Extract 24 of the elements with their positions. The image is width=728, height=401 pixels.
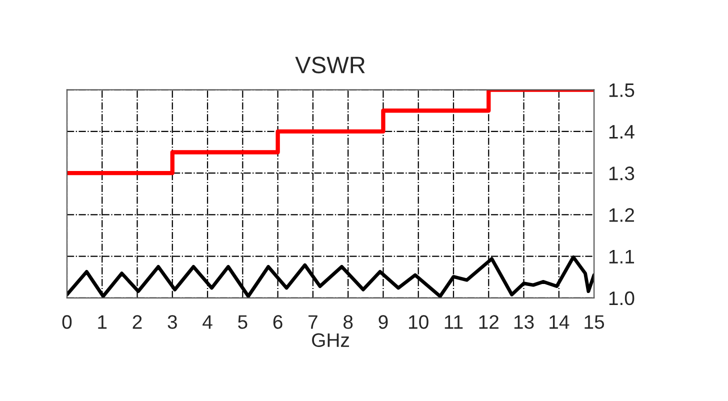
x-tick-label: 12 xyxy=(479,315,498,329)
x-tick-label: 5 xyxy=(238,315,248,329)
y-tick-label: 1.1 xyxy=(609,250,634,264)
x-tick-label: 13 xyxy=(514,315,534,329)
x-tick-label: 10 xyxy=(409,315,428,329)
x-tick-label: 0 xyxy=(62,315,72,329)
x-tick-label: 6 xyxy=(273,315,282,329)
x-tick-label: 7 xyxy=(308,315,318,329)
x-tick-label: 4 xyxy=(202,315,212,329)
x-tick-label: 1 xyxy=(98,315,107,329)
y-tick-label: 1.4 xyxy=(609,125,634,138)
x-tick-label: 3 xyxy=(168,315,177,329)
x-tick-label: 15 xyxy=(584,315,604,329)
x-tick-label: 2 xyxy=(132,315,142,329)
y-tick-label: 1.0 xyxy=(609,291,634,306)
x-axis-title: GHz xyxy=(312,333,349,348)
x-tick-label: 11 xyxy=(444,315,463,329)
y-tick-label: 1.3 xyxy=(609,166,634,180)
y-tick-label: 1.5 xyxy=(609,83,634,98)
x-tick-label: 9 xyxy=(378,315,388,329)
x-tick-label: 8 xyxy=(344,315,353,329)
y-tick-label: 1.2 xyxy=(609,208,634,222)
chart-title: VSWR xyxy=(295,56,365,74)
x-tick-label: 14 xyxy=(550,315,570,329)
